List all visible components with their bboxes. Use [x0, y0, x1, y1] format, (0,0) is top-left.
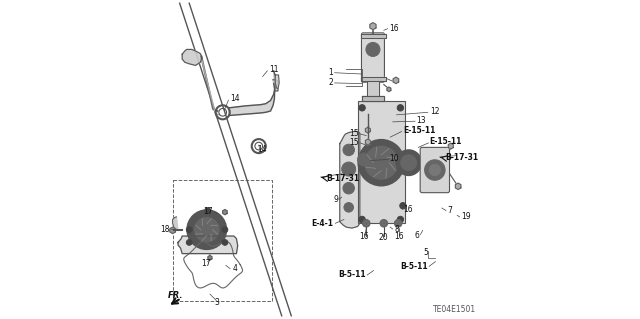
Circle shape [365, 146, 398, 179]
Polygon shape [208, 256, 212, 260]
Text: B-17-31: B-17-31 [445, 153, 478, 162]
Polygon shape [275, 75, 279, 89]
Polygon shape [365, 127, 371, 133]
Polygon shape [178, 236, 237, 254]
Circle shape [396, 150, 422, 175]
Text: 13: 13 [417, 116, 426, 125]
Circle shape [195, 218, 219, 242]
Text: 14: 14 [257, 145, 267, 154]
Circle shape [366, 42, 380, 56]
Bar [173, 180, 272, 301]
Circle shape [370, 46, 376, 53]
Polygon shape [365, 139, 371, 145]
Text: 3: 3 [215, 298, 220, 307]
Circle shape [343, 182, 355, 194]
Polygon shape [387, 87, 391, 92]
Text: 17: 17 [204, 207, 213, 216]
Text: 5: 5 [424, 248, 428, 256]
Text: 4: 4 [232, 264, 237, 273]
Text: 15: 15 [349, 138, 359, 147]
Text: 8: 8 [394, 225, 399, 234]
Circle shape [201, 224, 212, 235]
Circle shape [397, 105, 404, 111]
Polygon shape [367, 81, 379, 96]
Polygon shape [170, 227, 175, 234]
Text: E-4-1: E-4-1 [312, 219, 333, 228]
Circle shape [205, 208, 211, 213]
Text: 20: 20 [378, 233, 388, 242]
Text: TE04E1501: TE04E1501 [433, 305, 476, 314]
Text: 1: 1 [328, 68, 333, 77]
Polygon shape [393, 77, 399, 84]
Polygon shape [362, 96, 384, 101]
Text: 6: 6 [415, 231, 420, 240]
Circle shape [429, 164, 440, 176]
Circle shape [424, 160, 445, 180]
Circle shape [401, 155, 417, 171]
Text: E-15-11: E-15-11 [429, 137, 462, 146]
Text: B-5-11: B-5-11 [338, 271, 365, 279]
Text: 9: 9 [333, 195, 338, 204]
Text: 15: 15 [349, 130, 359, 138]
Circle shape [186, 227, 192, 233]
Polygon shape [370, 23, 376, 30]
Circle shape [222, 240, 228, 245]
FancyBboxPatch shape [362, 33, 385, 82]
Text: E-15-11: E-15-11 [403, 126, 435, 135]
Polygon shape [229, 71, 275, 115]
Circle shape [359, 216, 365, 223]
Text: 11: 11 [269, 65, 278, 74]
Polygon shape [456, 183, 461, 189]
Circle shape [362, 219, 370, 227]
Text: 16: 16 [394, 232, 404, 241]
Circle shape [358, 140, 404, 186]
Text: 7: 7 [447, 206, 452, 215]
Polygon shape [340, 131, 360, 228]
Circle shape [358, 153, 371, 166]
Circle shape [342, 162, 356, 176]
Text: 10: 10 [390, 154, 399, 163]
Circle shape [394, 219, 402, 227]
Text: 14: 14 [230, 94, 239, 103]
Text: 16: 16 [390, 24, 399, 33]
Text: 2: 2 [328, 78, 333, 87]
Circle shape [343, 144, 355, 156]
Circle shape [400, 203, 406, 209]
Text: B-5-11: B-5-11 [400, 262, 428, 271]
Text: 16: 16 [359, 232, 369, 241]
Polygon shape [173, 217, 178, 230]
Polygon shape [361, 77, 386, 81]
Text: B-17-31: B-17-31 [326, 174, 360, 182]
Circle shape [187, 210, 227, 249]
Polygon shape [361, 34, 386, 38]
Text: 16: 16 [404, 205, 413, 214]
Text: 17: 17 [201, 259, 211, 268]
Circle shape [222, 227, 228, 233]
Circle shape [344, 203, 353, 212]
Bar [358, 101, 405, 223]
Circle shape [186, 240, 192, 245]
Polygon shape [182, 49, 202, 65]
FancyBboxPatch shape [420, 147, 449, 193]
Circle shape [397, 216, 404, 223]
Circle shape [373, 155, 389, 171]
Text: 19: 19 [461, 212, 470, 221]
Text: FR.: FR. [168, 291, 184, 300]
Circle shape [359, 105, 365, 111]
Text: 18: 18 [160, 225, 170, 234]
Polygon shape [448, 143, 453, 149]
Text: 12: 12 [430, 107, 440, 116]
Polygon shape [223, 210, 227, 215]
Polygon shape [273, 80, 278, 91]
Circle shape [380, 219, 388, 227]
